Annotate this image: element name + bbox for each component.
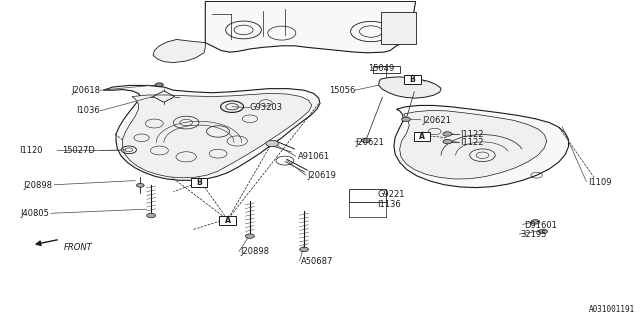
Bar	[413, 132, 430, 141]
Text: A031001191: A031001191	[589, 305, 636, 314]
Bar	[191, 178, 207, 187]
Text: A: A	[419, 132, 425, 141]
Text: 15049: 15049	[368, 63, 394, 73]
Text: 32195: 32195	[521, 230, 547, 239]
Circle shape	[531, 220, 540, 224]
Polygon shape	[205, 1, 415, 53]
Text: I1122: I1122	[460, 130, 484, 139]
Text: G93203: G93203	[250, 103, 283, 112]
Polygon shape	[153, 39, 205, 63]
Text: J20618: J20618	[71, 86, 100, 95]
Circle shape	[362, 138, 371, 142]
Circle shape	[539, 229, 547, 234]
Text: I1122: I1122	[460, 138, 484, 147]
Text: A50687: A50687	[301, 257, 333, 266]
Bar	[381, 12, 415, 44]
Bar	[373, 67, 399, 73]
Bar	[349, 188, 386, 202]
Text: D91601: D91601	[524, 220, 557, 229]
Polygon shape	[394, 105, 568, 188]
Text: J20621: J20621	[422, 116, 451, 125]
Text: J20621: J20621	[355, 138, 384, 147]
Circle shape	[246, 234, 254, 238]
Text: 15056: 15056	[329, 86, 355, 95]
Text: FRONT: FRONT	[64, 243, 93, 252]
Polygon shape	[379, 77, 441, 98]
Text: I1120: I1120	[19, 146, 43, 155]
Circle shape	[443, 132, 452, 136]
Text: 15027D: 15027D	[62, 146, 95, 155]
Bar	[404, 75, 420, 84]
Bar	[220, 216, 236, 225]
Text: J20619: J20619	[307, 172, 336, 180]
Text: J20898: J20898	[241, 247, 269, 257]
Text: I1136: I1136	[378, 200, 401, 209]
Polygon shape	[399, 110, 547, 179]
Circle shape	[401, 117, 410, 122]
Text: I1036: I1036	[76, 106, 100, 115]
Circle shape	[443, 140, 452, 144]
Circle shape	[266, 140, 278, 147]
Text: A91061: A91061	[298, 152, 330, 161]
Text: J40805: J40805	[20, 209, 49, 219]
Circle shape	[156, 83, 163, 87]
Text: B: B	[410, 75, 415, 84]
Text: B: B	[196, 178, 202, 187]
Circle shape	[147, 213, 156, 218]
Text: G9221: G9221	[378, 190, 405, 199]
Circle shape	[300, 247, 308, 252]
Text: A: A	[225, 216, 230, 225]
Circle shape	[136, 183, 144, 187]
Text: I1109: I1109	[588, 178, 611, 187]
Polygon shape	[122, 93, 312, 178]
Text: J20898: J20898	[24, 181, 52, 190]
Polygon shape	[103, 85, 320, 180]
